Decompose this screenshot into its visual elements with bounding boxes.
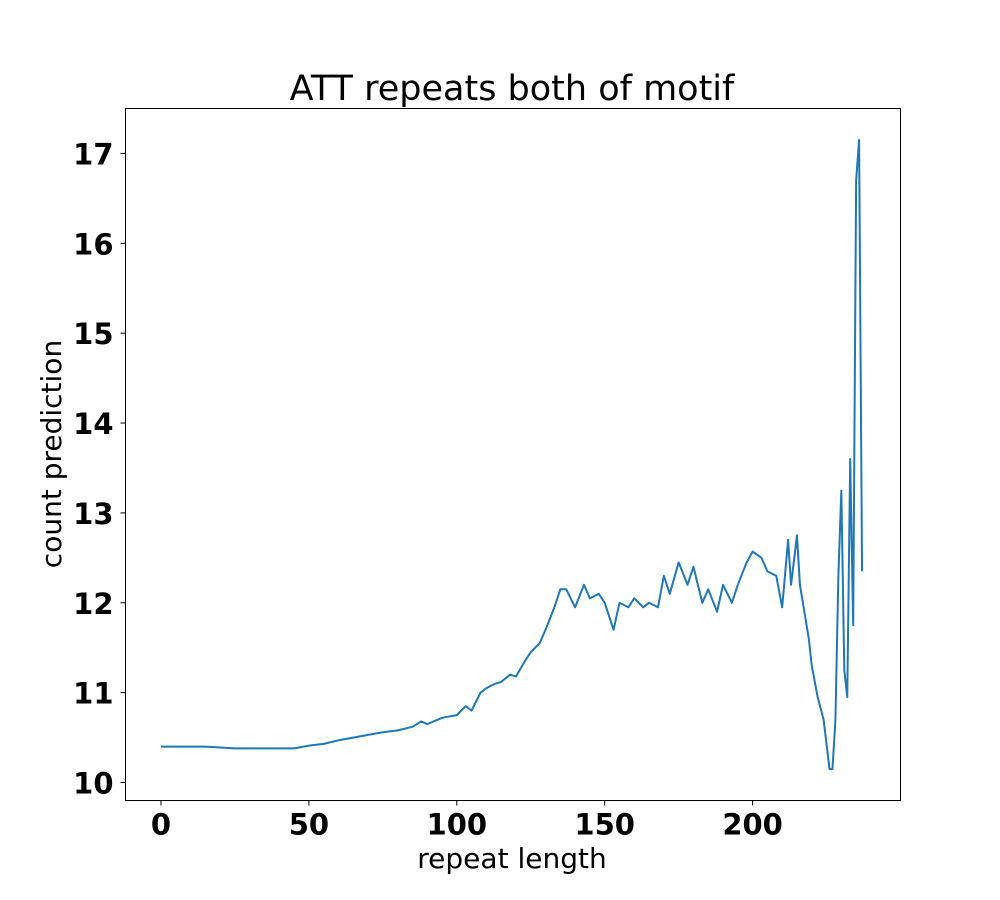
series-layer [161,138,864,771]
y-tick-label: 16 [73,227,113,261]
x-tick-label: 0 [151,808,171,842]
y-tick-label: 13 [73,497,113,531]
x-tick-label: 200 [722,808,783,842]
y-tick-label: 10 [73,767,113,801]
x-tick-label: 50 [289,808,329,842]
y-tick-label: 11 [73,677,113,711]
plot-frame [125,108,901,801]
x-axis-label: repeat length [417,842,606,875]
series-line [161,138,864,771]
x-tick-label: 100 [427,808,488,842]
chart-title: ATT repeats both of motif [290,69,735,109]
y-axis-label: count prediction [35,340,68,568]
y-tick-label: 15 [73,317,113,351]
axis-ticks: 0 50 100 150 200 10 11 12 13 14 15 16 17 [73,137,783,841]
y-tick-label: 14 [73,407,113,441]
y-tick-label: 12 [73,587,113,621]
x-tick-label: 150 [574,808,635,842]
y-tick-label: 17 [73,137,113,171]
